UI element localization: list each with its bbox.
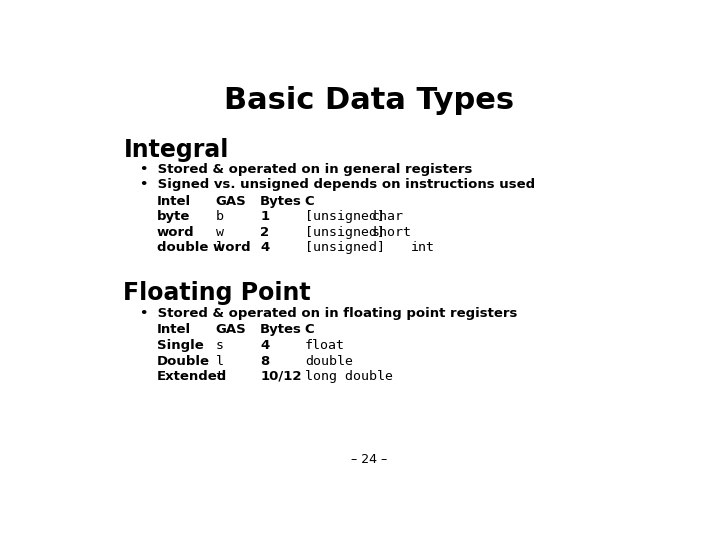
Text: •  Stored & operated on in floating point registers: • Stored & operated on in floating point… [140,307,518,320]
Text: 8: 8 [260,355,269,368]
Text: GAS: GAS [215,323,246,336]
Text: short: short [372,226,412,239]
Text: 2: 2 [260,226,269,239]
Text: 10/12: 10/12 [260,370,302,383]
Text: [unsigned]: [unsigned] [305,226,384,239]
Text: t: t [215,370,223,383]
Text: Intel: Intel [157,194,191,207]
Text: double: double [305,355,353,368]
Text: 4: 4 [260,241,269,254]
Text: C: C [305,323,315,336]
Text: – 24 –: – 24 – [351,453,387,466]
Text: float: float [305,339,345,352]
Text: Intel: Intel [157,323,191,336]
Text: Single: Single [157,339,204,352]
Text: GAS: GAS [215,194,246,207]
Text: [unsigned]: [unsigned] [305,241,384,254]
Text: int: int [411,241,435,254]
Text: w: w [215,226,223,239]
Text: b: b [215,210,223,224]
Text: •  Stored & operated on in general registers: • Stored & operated on in general regist… [140,163,472,176]
Text: Double: Double [157,355,210,368]
Text: •  Signed vs. unsigned depends on instructions used: • Signed vs. unsigned depends on instruc… [140,178,536,191]
Text: 1: 1 [260,210,269,224]
Text: Bytes: Bytes [260,194,302,207]
Text: Extended: Extended [157,370,228,383]
Text: Bytes: Bytes [260,323,302,336]
Text: Floating Point: Floating Point [124,281,311,305]
Text: 4: 4 [260,339,269,352]
Text: [unsigned]: [unsigned] [305,210,384,224]
Text: s: s [215,339,223,352]
Text: Basic Data Types: Basic Data Types [224,85,514,114]
Text: l: l [215,355,223,368]
Text: C: C [305,194,315,207]
Text: l: l [215,241,223,254]
Text: double word: double word [157,241,251,254]
Text: long double: long double [305,370,393,383]
Text: byte: byte [157,210,190,224]
Text: word: word [157,226,194,239]
Text: Integral: Integral [124,138,229,161]
Text: char: char [372,210,404,224]
